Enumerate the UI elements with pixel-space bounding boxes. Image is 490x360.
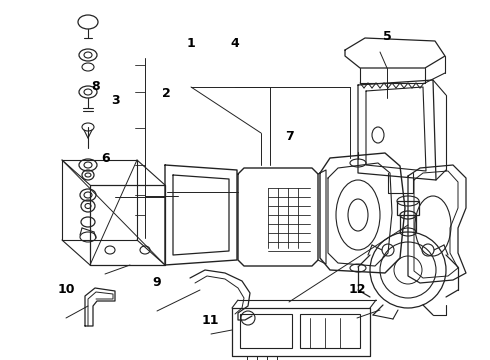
Text: 7: 7	[285, 130, 294, 143]
Text: 10: 10	[57, 283, 75, 296]
Text: 6: 6	[101, 152, 110, 165]
Text: 2: 2	[162, 87, 171, 100]
Text: 12: 12	[349, 283, 367, 296]
Text: 1: 1	[187, 37, 196, 50]
Bar	[300, 314, 360, 348]
Text: 5: 5	[383, 30, 392, 42]
Bar	[397, 201, 419, 215]
Text: 4: 4	[231, 37, 240, 50]
Text: 8: 8	[91, 80, 100, 93]
Bar	[240, 314, 292, 348]
Text: 11: 11	[202, 314, 220, 327]
Text: 3: 3	[111, 94, 120, 107]
Text: 9: 9	[152, 276, 161, 289]
